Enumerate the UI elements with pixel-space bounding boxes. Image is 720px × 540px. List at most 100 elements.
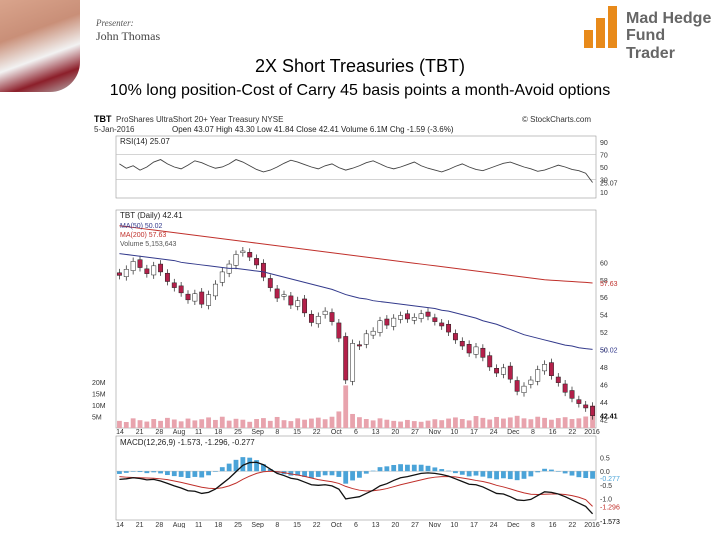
macd-histogram-bar xyxy=(123,471,129,473)
volume-tick-label: 10M xyxy=(92,403,106,410)
volume-bar xyxy=(226,420,232,428)
volume-bar xyxy=(185,418,191,428)
macd-histogram-bar xyxy=(418,464,424,472)
candle-body xyxy=(569,390,575,399)
rsi-last-value: 25.07 xyxy=(600,180,618,187)
x-tick-label-bottom: 13 xyxy=(372,522,380,528)
x-tick-label-mid: 13 xyxy=(372,429,380,436)
x-tick-label-bottom: 22 xyxy=(313,522,321,528)
x-tick-label-bottom: 17 xyxy=(470,522,478,528)
macd-histogram-bar xyxy=(384,466,390,472)
candle-body xyxy=(274,288,280,299)
stock-chart: TBT ProShares UltraShort 20+ Year Treasu… xyxy=(92,112,620,528)
macd-histogram-bar xyxy=(357,471,362,478)
volume-bar xyxy=(261,418,266,428)
presenter-header: Presenter: John Thomas xyxy=(0,0,190,92)
volume-bar xyxy=(377,418,383,428)
macd-tick-label: 0.0 xyxy=(600,469,610,476)
macd-histogram-bar xyxy=(405,464,410,472)
macd-histogram-bar xyxy=(507,471,513,480)
volume-bar xyxy=(178,421,184,428)
chart-symbol: TBT xyxy=(94,114,112,124)
candle-body xyxy=(206,294,212,306)
volume-bar xyxy=(192,420,198,428)
candle-body xyxy=(219,271,225,283)
macd-histogram-bar xyxy=(171,471,177,477)
x-tick-label-mid: 22 xyxy=(568,429,576,436)
chart-name: ProShares UltraShort 20+ Year Treasury N… xyxy=(116,115,283,124)
x-tick-label-bottom: 11 xyxy=(195,522,202,528)
x-tick-label-mid: 24 xyxy=(490,429,498,436)
candle-body xyxy=(473,346,479,355)
volume-bar xyxy=(240,419,246,428)
volume-bar xyxy=(357,417,362,428)
macd-histogram-bar xyxy=(501,471,506,479)
macd-histogram-bar xyxy=(432,467,438,472)
macd-histogram-bar xyxy=(583,471,589,478)
candle-body xyxy=(240,250,246,253)
macd-line xyxy=(119,461,594,515)
macd-histogram-bar xyxy=(254,460,259,472)
candle-body xyxy=(185,293,191,301)
volume-bar xyxy=(405,419,410,428)
macd-histogram-bar xyxy=(226,463,232,472)
macd-histogram-bar xyxy=(473,471,479,476)
volume-bar xyxy=(549,419,554,428)
candle-body xyxy=(295,300,301,307)
macd-histogram-bar xyxy=(302,471,307,477)
volume-bar xyxy=(363,419,369,428)
macd-histogram-bar xyxy=(494,471,499,480)
macd-histogram-bar xyxy=(322,471,328,476)
x-tick-label-bottom: 18 xyxy=(214,522,222,528)
macd-histogram-bar xyxy=(446,470,451,472)
candle-body xyxy=(260,262,266,278)
x-tick-label-bottom: 15 xyxy=(293,522,301,528)
candle-body xyxy=(116,272,122,276)
x-tick-label-mid: Oct xyxy=(331,429,342,436)
macd-histogram-bar xyxy=(480,471,486,477)
rsi-tick-label: 50 xyxy=(600,165,608,172)
volume-bar xyxy=(473,416,479,428)
macd-histogram-bar xyxy=(288,471,294,476)
x-tick-label-mid: 27 xyxy=(411,429,419,436)
candle-body xyxy=(130,261,136,271)
candle-body xyxy=(363,333,369,345)
volume-bar xyxy=(247,421,253,428)
macd-histogram-bar xyxy=(370,470,376,472)
x-tick-label-bottom: Sep xyxy=(251,522,264,528)
price-tick-label: 48 xyxy=(600,365,608,372)
volume-bar xyxy=(171,419,177,428)
rsi-tick-label: 10 xyxy=(600,190,608,197)
volume-bar xyxy=(322,419,328,428)
candle-body xyxy=(212,283,218,297)
macd-histogram-bar xyxy=(411,464,417,472)
macd-histogram-bar xyxy=(199,471,205,478)
price-tick-label: 60 xyxy=(600,260,608,267)
macd-histogram-bar xyxy=(295,471,301,476)
price-tick-label: 56 xyxy=(600,295,608,302)
macd-histogram-bar xyxy=(391,464,397,472)
price-label: TBT (Daily) 42.41 xyxy=(120,211,183,220)
volume-bar xyxy=(411,421,417,428)
volume-bar xyxy=(439,420,445,428)
volume-bar xyxy=(233,418,239,428)
macd-signal-line xyxy=(119,470,593,507)
rsi-line xyxy=(119,159,593,183)
candle-body xyxy=(418,313,424,319)
presenter-label: Presenter: xyxy=(96,18,134,28)
x-tick-label-mid: 28 xyxy=(155,429,163,436)
candle-body xyxy=(384,318,390,326)
macd-histogram-bar xyxy=(343,471,349,484)
x-tick-label-mid: Nov xyxy=(428,429,441,436)
volume-bar xyxy=(432,419,438,428)
volume-bar xyxy=(309,418,314,428)
volume-bar xyxy=(117,420,122,428)
rsi-tick-label: 30 xyxy=(600,177,608,184)
volume-tick-label: 20M xyxy=(92,380,106,387)
macd-histogram-bar xyxy=(151,471,157,473)
volume-bar xyxy=(446,418,451,428)
macd-histogram-bar xyxy=(336,471,342,477)
macd-histogram-bar xyxy=(206,471,211,476)
candle-body xyxy=(164,272,170,282)
candle-body xyxy=(158,263,164,273)
